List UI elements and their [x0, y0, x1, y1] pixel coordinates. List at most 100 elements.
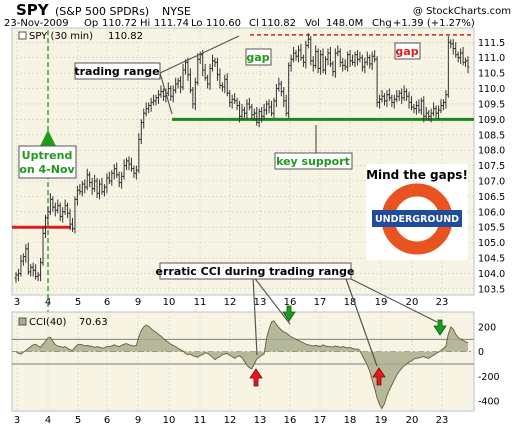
cci-y-axis: -400 -200 0 200 — [478, 322, 500, 407]
price-y-tick-label: 111.0 — [478, 53, 505, 64]
cci-x-tick-label: 9 — [135, 415, 141, 426]
price-x-tick-label: 6 — [104, 297, 110, 308]
price-x-tick-label: 9 — [135, 297, 141, 308]
cci-x-tick-label: 5 — [75, 415, 81, 426]
symbol-title: SPY — [16, 1, 50, 19]
cci-signal-arrows — [249, 305, 447, 387]
erratic-pointer — [252, 275, 291, 325]
key-support-box — [274, 152, 353, 170]
cci-legend-swatch — [18, 317, 27, 326]
trading-range-pointer — [159, 35, 240, 74]
green-down-arrow — [433, 319, 447, 336]
vol-value: 148.0M — [326, 18, 363, 29]
underground-label: UNDERGROUND — [375, 214, 459, 225]
cci-x-tick-label: 17 — [314, 415, 327, 426]
hi-value: 111.74 — [154, 18, 189, 29]
price-x-tick-label: 20 — [406, 297, 419, 308]
price-y-tick-label: 105.0 — [478, 238, 505, 249]
price-y-tick-label: 108.0 — [478, 146, 505, 157]
uptrend-box — [18, 145, 77, 179]
cci-y-tick-label: 200 — [478, 322, 496, 333]
op-value: 110.72 — [102, 18, 137, 29]
gap-green-callout: gap — [245, 48, 272, 66]
gap-red-box — [394, 42, 421, 60]
uptrend-label-1: Uptrend — [22, 149, 73, 162]
trading-range-box — [74, 62, 161, 80]
copyright: @ StockCharts.com — [413, 6, 511, 17]
price-y-tick-label: 103.5 — [478, 284, 505, 295]
cci-x-tick-label: 13 — [254, 415, 267, 426]
underground-bar — [372, 210, 462, 227]
price-legend: SPY (30 min) 110.82 — [18, 31, 143, 42]
price-x-tick-label: 19 — [375, 297, 388, 308]
uptrend-label-2: on 4-Nov — [19, 163, 75, 176]
chg-value: +1.39 (+1.27%) — [393, 18, 475, 29]
price-y-tick-label: 108.5 — [478, 130, 505, 141]
lo-value: 110.60 — [206, 18, 241, 29]
erratic-label: erratic CCI during trading range — [156, 265, 355, 278]
erratic-pointer — [344, 275, 438, 323]
cl-value: 110.82 — [261, 18, 296, 29]
cci-x-tick-label: 6 — [104, 415, 110, 426]
gap-green-box — [245, 48, 272, 66]
price-y-tick-label: 104.5 — [478, 254, 505, 265]
key-support-callout: key support — [274, 125, 353, 170]
mind-gaps-label: Mind the gaps! — [366, 168, 468, 182]
cci-legend-label: CCI(40) — [29, 317, 67, 328]
price-legend-value: 110.82 — [108, 31, 143, 42]
cci-x-tick-label: 10 — [163, 415, 176, 426]
price-y-tick-label: 107.5 — [478, 161, 505, 172]
cci-x-tick-label: 23 — [436, 415, 449, 426]
cci-x-tick-label: 4 — [45, 415, 51, 426]
cci-y-tick-label: -200 — [478, 372, 500, 383]
red-up-arrow — [372, 367, 386, 386]
price-y-tick-label: 105.5 — [478, 223, 505, 234]
cci-legend: CCI(40) 70.63 — [18, 317, 108, 328]
price-y-tick-label: 110.0 — [478, 84, 505, 95]
key-support-label: key support — [276, 155, 350, 168]
price-y-tick-label: 106.5 — [478, 192, 505, 203]
cci-x-tick-label: 3 — [14, 415, 20, 426]
gap-green-label: gap — [246, 51, 269, 64]
erratic-pointer — [344, 275, 378, 367]
uptrend-callout: Uptrend on 4-Nov — [18, 130, 77, 179]
price-y-tick-label: 110.5 — [478, 69, 505, 80]
price-y-axis: 103.5 104.0 104.5 105.0 105.5 106.0 106.5 107.0… — [478, 38, 505, 296]
price-legend-label: SPY (30 min) — [29, 31, 93, 42]
cci-fill — [16, 320, 468, 409]
price-x-tick-label: 18 — [344, 297, 357, 308]
cci-y-tick-label: -400 — [478, 397, 500, 408]
trading-range-label: trading range — [74, 65, 159, 78]
cci-x-tick-label: 12 — [224, 415, 237, 426]
trading-range-callout: trading range — [74, 35, 240, 115]
legend-swatch — [18, 31, 27, 40]
cci-area — [15, 320, 469, 410]
price-x-tick-label: 16 — [284, 297, 297, 308]
price-y-tick-label: 106.0 — [478, 207, 505, 218]
price-y-tick-label: 111.5 — [478, 38, 505, 49]
cl-label: Cl — [249, 18, 259, 29]
cci-x-tick-label: 20 — [406, 415, 419, 426]
cci-x-tick-label: 16 — [284, 415, 297, 426]
cci-x-tick-label: 18 — [344, 415, 357, 426]
exchange: NYSE — [162, 5, 191, 18]
erratic-cci-callout: erratic CCI during trading range — [156, 262, 438, 367]
price-x-tick-label: 13 — [254, 297, 267, 308]
price-x-tick-label: 12 — [224, 297, 237, 308]
cci-x-tick-label: 19 — [375, 415, 388, 426]
price-bars — [14, 33, 470, 283]
symbol-name: (S&P 500 SPDRs) — [55, 5, 149, 18]
price-y-tick-label: 109.0 — [478, 115, 505, 126]
lo-label: Lo — [191, 18, 203, 29]
cci-x-tick-label: 11 — [194, 415, 207, 426]
erratic-box — [159, 262, 352, 280]
price-x-tick-label: 10 — [163, 297, 176, 308]
vol-label: Vol — [305, 18, 320, 29]
price-y-tick-label: 109.5 — [478, 99, 505, 110]
red-up-arrow — [249, 368, 263, 387]
price-x-tick-label: 3 — [14, 297, 20, 308]
price-y-tick-label: 107.0 — [478, 176, 505, 187]
price-x-tick-label: 17 — [314, 297, 327, 308]
